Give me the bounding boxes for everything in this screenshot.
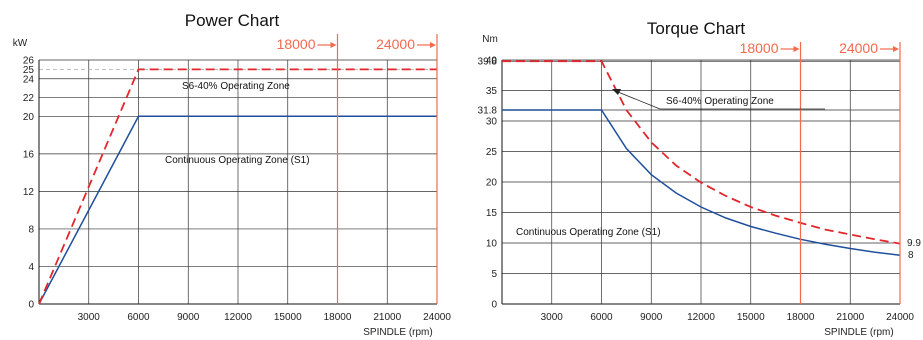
torque-y-tick-label: 40: [486, 56, 498, 67]
power-s1-zone-label: Continuous Operating Zone (S1): [165, 155, 310, 166]
power-chart-title: Power Chart: [185, 11, 280, 30]
torque-tick-labels: 3000 6000 9000 12000 15000 18000 21000 24000 0 5 1…: [478, 56, 915, 324]
torque-y-tick-label: 20: [486, 178, 498, 189]
torque-x-tick-label: 9000: [640, 312, 663, 323]
torque-y-tick-label: 35: [486, 86, 498, 97]
torque-series: [502, 60, 901, 256]
power-rpm-marker-arrowhead: [330, 42, 337, 48]
power-rpm-marker-label: 24000: [376, 36, 415, 52]
power-y-tick-label: 26: [23, 56, 35, 67]
power-x-tick-label: 21000: [373, 312, 401, 323]
torque-x-tick-label: 21000: [836, 312, 864, 323]
torque-y-tick-label: 30: [486, 117, 498, 128]
torque-x-tick-label: 12000: [687, 312, 715, 323]
torque-chart-title: Torque Chart: [647, 19, 746, 38]
power-y-tick-label: 20: [23, 112, 35, 123]
torque-y-tick-label: 0: [491, 300, 497, 311]
power-x-tick-label: 6000: [127, 312, 150, 323]
torque-y-tick-label: 15: [486, 208, 498, 219]
power-x-tick-label: 24000: [423, 312, 451, 323]
power-x-tick-label: 3000: [78, 312, 101, 323]
power-y-tick-label: 8: [28, 224, 34, 235]
torque-s6-leader-arrow: [617, 91, 661, 110]
power-x-tick-label: 15000: [274, 312, 302, 323]
torque-s1-end-label: 8: [908, 250, 914, 261]
torque-s1-curve: [502, 109, 901, 256]
torque-s6-end-label: 9.9: [907, 238, 921, 249]
power-rpm-markers: 18000 24000: [277, 34, 438, 304]
torque-y-tick-label: 5: [491, 269, 497, 280]
torque-rpm-marker-arrowhead: [893, 46, 899, 52]
power-y-tick-label: 16: [23, 149, 35, 160]
power-y-tick-label: 25: [23, 65, 35, 76]
power-y-tick-label: 22: [23, 93, 35, 104]
torque-y-tick-label: 39.8: [478, 57, 498, 68]
torque-rpm-marker-label: 18000: [740, 40, 779, 56]
power-rpm-marker-label: 18000: [277, 36, 316, 52]
power-y-unit: kW: [13, 38, 28, 49]
power-chart: Power Chart kW SPINDLE (rpm) 18000 24000 …: [13, 11, 452, 338]
power-x-tick-label: 12000: [224, 312, 252, 323]
torque-y-tick-label: 25: [486, 147, 498, 158]
power-s6-zone-label: S6-40% Operating Zone: [182, 81, 290, 92]
torque-x-tick-label: 15000: [737, 312, 765, 323]
torque-x-tick-label: 3000: [541, 312, 564, 323]
power-y-tick-label: 4: [28, 262, 34, 273]
torque-rpm-marker-arrowhead: [793, 46, 800, 52]
power-x-tick-label: 9000: [177, 312, 200, 323]
power-grid: [38, 59, 438, 305]
power-y-tick-label: 0: [28, 300, 34, 311]
torque-chart: Torque Chart Nm SPINDLE (rpm) 18000 24000…: [478, 19, 922, 338]
torque-y-tick-label: 10: [486, 239, 498, 250]
torque-s1-zone-label: Continuous Operating Zone (S1): [516, 227, 661, 238]
torque-rpm-marker-label: 24000: [839, 40, 878, 56]
torque-y-unit: Nm: [482, 34, 498, 45]
power-rpm-marker-arrowhead: [430, 42, 436, 48]
torque-s6-zone-label: S6-40% Operating Zone: [666, 96, 774, 107]
power-y-tick-label: 24: [23, 74, 35, 85]
torque-x-tick-label: 24000: [886, 312, 914, 323]
power-x-tick-label: 18000: [324, 312, 352, 323]
power-y-tick-label: 12: [23, 187, 35, 198]
torque-rpm-markers: 18000 24000: [740, 40, 901, 304]
torque-x-axis-label: SPINDLE (rpm): [824, 327, 893, 338]
torque-x-tick-label: 18000: [787, 312, 815, 323]
torque-s6-curve: [502, 60, 901, 245]
torque-x-tick-label: 6000: [590, 312, 613, 323]
torque-s6-arrowhead: [612, 89, 621, 95]
power-x-axis-label: SPINDLE (rpm): [363, 327, 432, 338]
torque-y-tick-label: 31.8: [478, 106, 498, 117]
power-tick-labels: 3000 6000 9000 12000 15000 18000 21000 24000 0 4 8…: [23, 56, 451, 324]
